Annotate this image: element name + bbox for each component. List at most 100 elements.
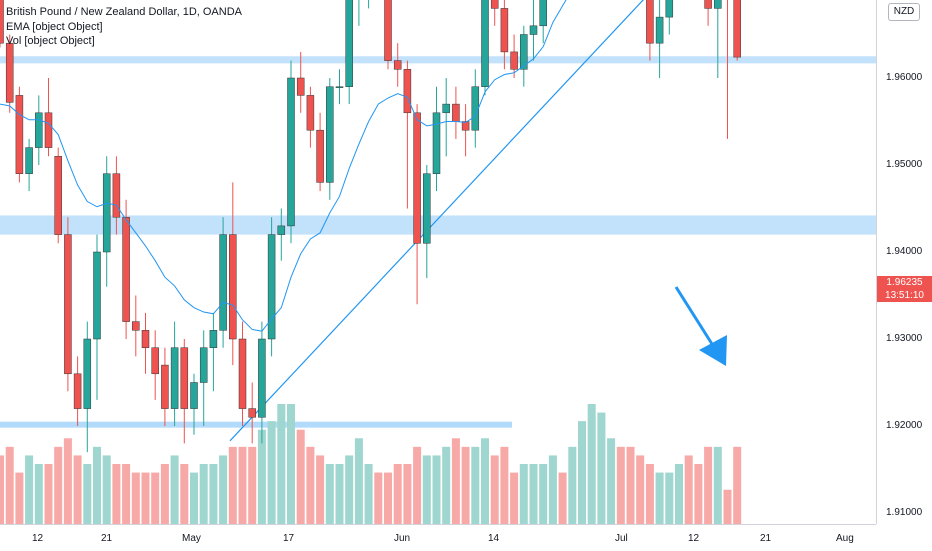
volume-bar bbox=[102, 455, 111, 524]
volume-bar bbox=[393, 464, 402, 524]
volume-bar bbox=[141, 472, 150, 524]
candle-body bbox=[93, 251, 101, 340]
candle-body bbox=[258, 338, 266, 418]
candle-body bbox=[452, 103, 460, 122]
volume-bar bbox=[422, 455, 431, 524]
candle-body bbox=[539, 0, 547, 27]
candle-body bbox=[461, 121, 470, 131]
ema-indicator-label[interactable]: EMA [object Object] bbox=[6, 20, 103, 33]
candle-body bbox=[335, 86, 344, 88]
volume-bar bbox=[694, 464, 703, 524]
candle-body bbox=[442, 103, 450, 114]
candle-body bbox=[15, 95, 24, 174]
volume-bar bbox=[296, 429, 305, 524]
candle-body bbox=[83, 338, 92, 409]
candle-body bbox=[714, 0, 722, 9]
volume-bar bbox=[461, 446, 470, 524]
candle-body bbox=[296, 77, 305, 96]
candle-body bbox=[64, 234, 72, 375]
ema-line bbox=[0, 0, 567, 332]
volume-indicator-label[interactable]: Vol [object Object] bbox=[6, 35, 95, 47]
candle-body bbox=[413, 112, 421, 244]
volume-bar bbox=[442, 446, 451, 524]
time-axis-label: 17 bbox=[283, 533, 295, 544]
volume-bar bbox=[34, 464, 43, 524]
volume-bar bbox=[131, 472, 140, 524]
volume-bar bbox=[44, 464, 53, 524]
volume-bar bbox=[597, 412, 606, 524]
time-axis-label: 14 bbox=[488, 533, 500, 544]
volume-bar bbox=[354, 438, 363, 524]
candle-body bbox=[306, 95, 315, 131]
volume-bar bbox=[277, 404, 286, 524]
volume-bar bbox=[529, 464, 538, 524]
volume-bar bbox=[578, 421, 586, 524]
volume-bar bbox=[684, 455, 693, 524]
candle-body bbox=[44, 112, 53, 148]
volume-bar bbox=[199, 464, 208, 524]
candle-body bbox=[141, 330, 150, 348]
volume-bar bbox=[25, 455, 34, 524]
volume-bar bbox=[54, 446, 63, 524]
volume-bar bbox=[170, 455, 179, 524]
time-axis[interactable]: 12 21 May 17 Jun 14 Jul 12 21 Aug bbox=[0, 524, 876, 551]
volume-bar bbox=[384, 472, 392, 524]
volume-bar bbox=[364, 464, 373, 524]
candle-body bbox=[170, 347, 179, 409]
volume-bar bbox=[15, 472, 24, 524]
volume-bar bbox=[219, 455, 228, 524]
volume-bar bbox=[335, 464, 344, 524]
volume-bar bbox=[471, 446, 480, 524]
candle-body bbox=[151, 347, 159, 375]
candle-body bbox=[0, 0, 4, 44]
candle-body bbox=[326, 86, 334, 183]
candle-body bbox=[5, 42, 14, 103]
volume-bar bbox=[151, 472, 160, 524]
currency-badge[interactable]: NZD bbox=[888, 3, 920, 21]
candle-body bbox=[102, 173, 111, 253]
price-axis-label: 1.95000 bbox=[886, 159, 923, 170]
candle-body bbox=[393, 60, 402, 70]
volume-bar bbox=[209, 464, 218, 524]
price-axis-label: 1.92000 bbox=[886, 420, 923, 431]
time-axis-label: 12 bbox=[32, 533, 44, 544]
candle-body bbox=[199, 347, 208, 383]
volume-bar bbox=[510, 472, 519, 524]
candle-body bbox=[510, 51, 518, 70]
volume-bar bbox=[73, 455, 82, 524]
volume-bar bbox=[500, 446, 509, 524]
volume-bar bbox=[675, 464, 683, 524]
candle-body bbox=[209, 330, 218, 348]
volume-ma-band bbox=[0, 421, 512, 428]
candle-body bbox=[229, 234, 237, 340]
volume-bar bbox=[5, 446, 14, 524]
volume-bar bbox=[63, 438, 72, 524]
candle-body bbox=[267, 234, 276, 340]
volume-bar bbox=[93, 446, 101, 524]
last-price-tag: 1.96235 13:51:10 bbox=[877, 276, 932, 302]
candle-body bbox=[529, 25, 538, 35]
volume-bar bbox=[0, 455, 4, 524]
volume-bar bbox=[316, 455, 325, 524]
time-axis-label: Jun bbox=[394, 533, 411, 544]
candle-body bbox=[73, 373, 82, 409]
candle-body bbox=[471, 86, 480, 131]
volume-bar bbox=[519, 464, 528, 524]
volume-bar bbox=[539, 464, 548, 524]
last-price-value: 1.96235 bbox=[886, 277, 923, 288]
candle-body bbox=[248, 408, 256, 418]
candle-body bbox=[432, 112, 441, 174]
symbol-title[interactable]: British Pound / New Zealand Dollar, 1D, … bbox=[6, 6, 242, 18]
time-axis-label: 12 bbox=[688, 533, 700, 544]
support-zone bbox=[0, 215, 876, 235]
volume-bar bbox=[190, 472, 198, 524]
volume-bar bbox=[180, 464, 189, 524]
volume-bar bbox=[122, 464, 131, 524]
volume-bar bbox=[645, 464, 654, 524]
bar-countdown: 13:51:10 bbox=[885, 289, 924, 301]
candle-body bbox=[481, 0, 489, 87]
price-axis[interactable]: 2.020002.010002.000001.990001.980001.970… bbox=[876, 0, 932, 524]
volume-bar bbox=[325, 464, 334, 524]
